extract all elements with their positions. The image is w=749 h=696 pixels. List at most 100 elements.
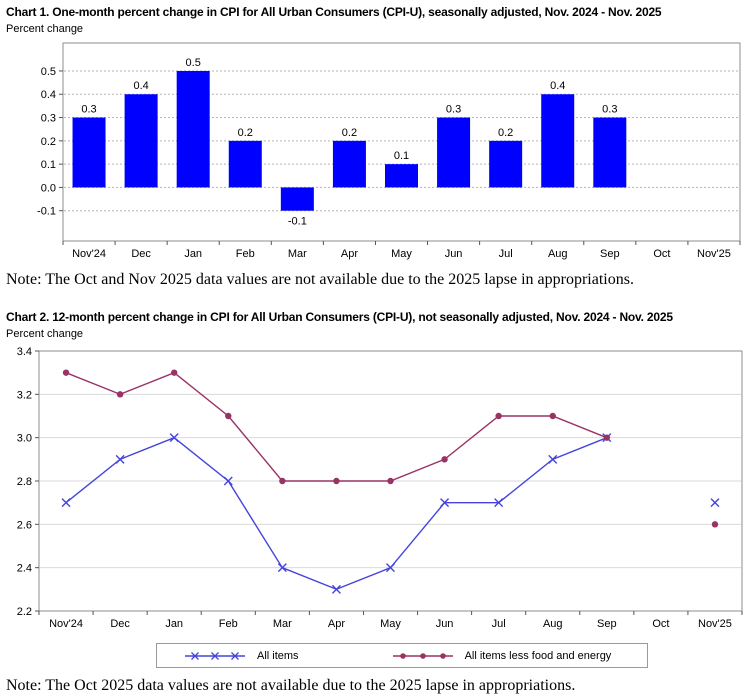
marker-x-icon bbox=[386, 563, 395, 573]
bar bbox=[176, 70, 210, 188]
bar bbox=[72, 117, 106, 188]
marker-x-icon bbox=[548, 454, 558, 464]
marker-x-icon bbox=[223, 476, 233, 486]
x-tick-label: Jan bbox=[184, 248, 202, 260]
x-tick-label: Apr bbox=[328, 618, 345, 630]
bar bbox=[280, 187, 314, 211]
chart2-title: Chart 2. 12-month percent change in CPI … bbox=[6, 310, 673, 324]
marker-circle-icon bbox=[387, 477, 394, 485]
chart1-note: Note: The Oct and Nov 2025 data values a… bbox=[6, 271, 634, 288]
marker-circle-icon bbox=[549, 412, 556, 420]
chart1-y-axis-title: Percent change bbox=[6, 23, 84, 35]
x-tick-label: Nov'25 bbox=[698, 618, 732, 630]
x-tick-label: Apr bbox=[341, 248, 358, 260]
bar-value-label: 0.2 bbox=[238, 127, 253, 139]
marker-x-icon bbox=[331, 584, 341, 594]
x-tick-label: Aug bbox=[543, 618, 563, 630]
x-tick-label: Mar bbox=[288, 248, 307, 260]
marker-x-icon bbox=[61, 498, 71, 508]
y-tick-label: 0.4 bbox=[41, 89, 56, 101]
bar bbox=[124, 94, 158, 188]
bar bbox=[489, 140, 523, 188]
bar bbox=[437, 117, 471, 188]
x-tick-label: May bbox=[380, 618, 401, 630]
bar bbox=[228, 140, 262, 188]
marker-circle-icon bbox=[170, 369, 178, 376]
x-tick-label: Jul bbox=[492, 618, 506, 630]
marker-circle-icon bbox=[279, 477, 286, 485]
bar-value-label: 0.3 bbox=[602, 104, 617, 116]
core-line-sample-icon bbox=[392, 652, 453, 659]
legend-item: All items bbox=[183, 650, 299, 662]
x-tick-label: Oct bbox=[652, 618, 669, 630]
marker-circle-icon bbox=[711, 521, 719, 528]
x-tick-label: Aug bbox=[548, 248, 568, 260]
y-tick-label: 3.4 bbox=[17, 346, 32, 358]
x-tick-label: Oct bbox=[653, 248, 670, 260]
bar-value-label: 0.3 bbox=[446, 104, 461, 116]
x-tick-label: Nov'24 bbox=[49, 618, 83, 630]
marker-x-icon bbox=[169, 433, 179, 443]
bar-value-label: 0.2 bbox=[498, 127, 513, 139]
marker-x-icon bbox=[115, 454, 125, 464]
y-tick-label: 3.0 bbox=[17, 433, 32, 445]
bar bbox=[332, 140, 366, 188]
legend-label: All items less food and energy bbox=[464, 649, 612, 662]
y-tick-label: 0.1 bbox=[41, 159, 56, 171]
x-tick-label: Jan bbox=[165, 618, 183, 630]
bar-value-label: 0.5 bbox=[186, 57, 201, 69]
x-tick-label: Jun bbox=[445, 248, 463, 260]
y-tick-label: 0.2 bbox=[41, 136, 56, 148]
marker-circle-icon bbox=[333, 477, 340, 485]
x-tick-label: Feb bbox=[219, 618, 238, 630]
all-items-line-sample-icon bbox=[185, 651, 245, 660]
x-tick-label: Mar bbox=[273, 618, 292, 630]
chart1-title: Chart 1. One-month percent change in CPI… bbox=[6, 5, 662, 19]
y-tick-label: 2.2 bbox=[17, 606, 32, 618]
bar-value-label: -0.1 bbox=[288, 216, 307, 228]
legend-label: All items bbox=[257, 649, 299, 662]
y-tick-label: 0.0 bbox=[41, 182, 56, 194]
marker-x-icon bbox=[710, 498, 720, 508]
y-tick-label: 2.8 bbox=[17, 476, 32, 488]
marker-x-icon bbox=[277, 563, 287, 573]
x-tick-label: Nov'25 bbox=[697, 248, 731, 260]
bar-value-label: 0.2 bbox=[342, 127, 357, 139]
y-tick-label: 2.4 bbox=[17, 563, 32, 575]
y-tick-label: 0.5 bbox=[41, 66, 56, 78]
bar bbox=[385, 164, 418, 188]
chart2-note: Note: The Oct 2025 data values are not a… bbox=[6, 677, 576, 694]
bar-value-label: 0.4 bbox=[550, 80, 565, 92]
marker-circle-icon bbox=[495, 412, 502, 420]
legend-item: All items less food and energy bbox=[391, 649, 612, 662]
x-tick-label: Dec bbox=[110, 618, 130, 630]
bar-value-label: 0.4 bbox=[133, 80, 148, 92]
marker-circle-icon bbox=[62, 369, 70, 376]
y-tick-label: 2.6 bbox=[17, 519, 32, 531]
marker-circle-icon bbox=[441, 456, 448, 463]
x-tick-label: Jul bbox=[499, 248, 513, 260]
chart2-y-axis-title: Percent change bbox=[6, 328, 84, 340]
y-tick-label: 0.3 bbox=[41, 113, 56, 125]
y-tick-label: -0.1 bbox=[37, 206, 56, 218]
chart2-svg: 3.4 3.2 3.0 2.8 2.6 2.4 2.2 Nov'24 Dec Jan Feb Mar A… bbox=[17, 346, 743, 630]
marker-x-icon bbox=[440, 498, 450, 508]
chart1-svg: 0.5 0.4 0.3 0.2 0.1 0.0 -0.1 Nov'24 Dec Jan Feb Mar… bbox=[37, 42, 741, 260]
marker-circle-icon bbox=[225, 412, 232, 420]
x-tick-label: May bbox=[391, 248, 412, 260]
x-tick-label: Dec bbox=[131, 248, 151, 260]
marker-circle-icon bbox=[116, 391, 124, 398]
x-tick-label: Nov'24 bbox=[72, 248, 106, 260]
chart2-legend: All items All items less food and energy bbox=[156, 643, 648, 668]
y-tick-label: 3.2 bbox=[17, 389, 32, 401]
bar bbox=[541, 94, 575, 188]
marker-circle-icon bbox=[603, 434, 611, 441]
plot-border bbox=[62, 42, 741, 242]
x-tick-label: Sep bbox=[600, 248, 620, 260]
bar bbox=[593, 117, 627, 188]
bar-value-label: 0.3 bbox=[81, 104, 96, 116]
marker-x-icon bbox=[494, 498, 504, 508]
chart1-bar-chart: 0.5 0.4 0.3 0.2 0.1 0.0 -0.1 Nov'24 Dec Jan Feb Mar… bbox=[6, 38, 749, 262]
x-tick-label: Jun bbox=[436, 618, 454, 630]
